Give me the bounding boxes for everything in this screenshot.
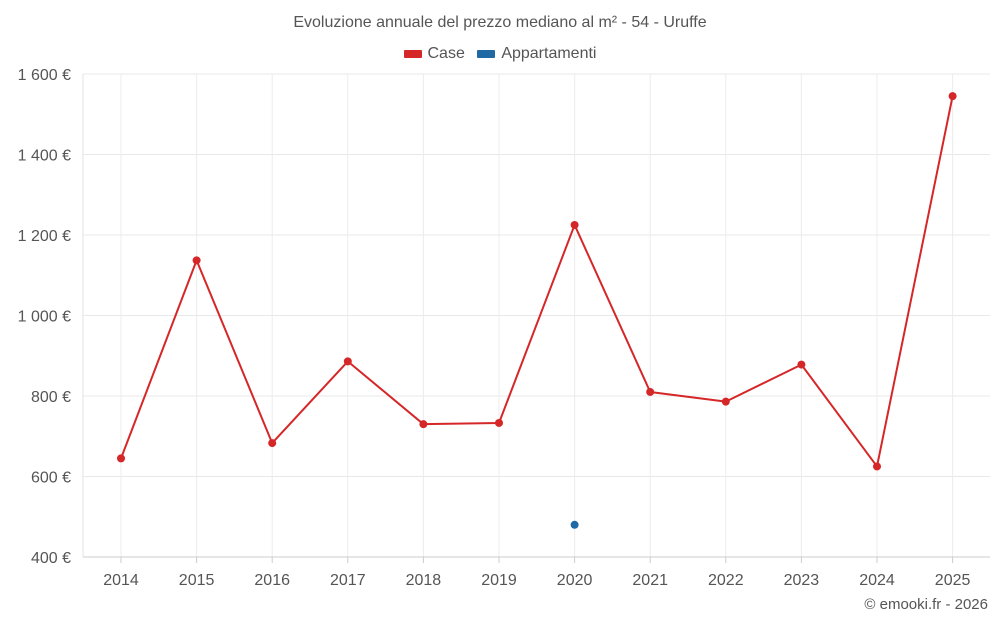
data-point-case: [419, 420, 428, 429]
y-tick-label: 1 600 €: [18, 67, 71, 84]
x-tick-label: 2024: [859, 572, 895, 589]
y-tick-label: 1 200 €: [18, 228, 71, 245]
data-point-case: [948, 92, 957, 101]
x-tick-label: 2022: [708, 572, 744, 589]
x-tick-label: 2025: [935, 572, 971, 589]
y-tick-label: 600 €: [31, 470, 71, 487]
data-point-appartamenti: [570, 520, 579, 529]
y-tick-label: 400 €: [31, 550, 71, 567]
x-tick-label: 2016: [254, 572, 290, 589]
x-tick-label: 2020: [557, 572, 593, 589]
y-tick-label: 1 000 €: [18, 309, 71, 326]
data-point-case: [570, 220, 579, 229]
legend: Case Appartamenti: [0, 45, 1000, 63]
x-tick-label: 2018: [406, 572, 442, 589]
x-tick-label: 2023: [784, 572, 820, 589]
x-tick-label: 2021: [632, 572, 668, 589]
x-tick-label: 2019: [481, 572, 517, 589]
data-point-case: [873, 462, 881, 471]
data-point-case: [646, 387, 655, 396]
x-tick-label: 2014: [103, 572, 139, 589]
data-point-case: [721, 397, 730, 406]
chart-title: Evoluzione annuale del prezzo mediano al…: [293, 14, 707, 31]
series-line-case: [120, 95, 954, 468]
data-point-case: [495, 418, 503, 427]
legend-swatch-case: [403, 50, 422, 58]
legend-label-case: Case: [427, 45, 465, 62]
x-tick-label: 2017: [330, 572, 366, 589]
credit: © emooki.fr - 2026: [864, 596, 988, 613]
legend-label-appartamenti: Appartamenti: [501, 45, 597, 62]
data-point-case: [192, 256, 201, 265]
data-point-case: [343, 357, 352, 366]
y-tick-label: 1 400 €: [18, 148, 71, 165]
x-tick-label: 2015: [179, 572, 215, 589]
legend-item-case[interactable]: Case: [403, 45, 465, 63]
data-point-case: [797, 360, 806, 369]
data-point-case: [268, 439, 277, 448]
legend-item-appartamenti[interactable]: Appartamenti: [477, 45, 596, 63]
data-point-case: [117, 454, 125, 463]
y-tick-label: 800 €: [31, 389, 71, 406]
legend-swatch-appartamenti: [477, 50, 496, 58]
